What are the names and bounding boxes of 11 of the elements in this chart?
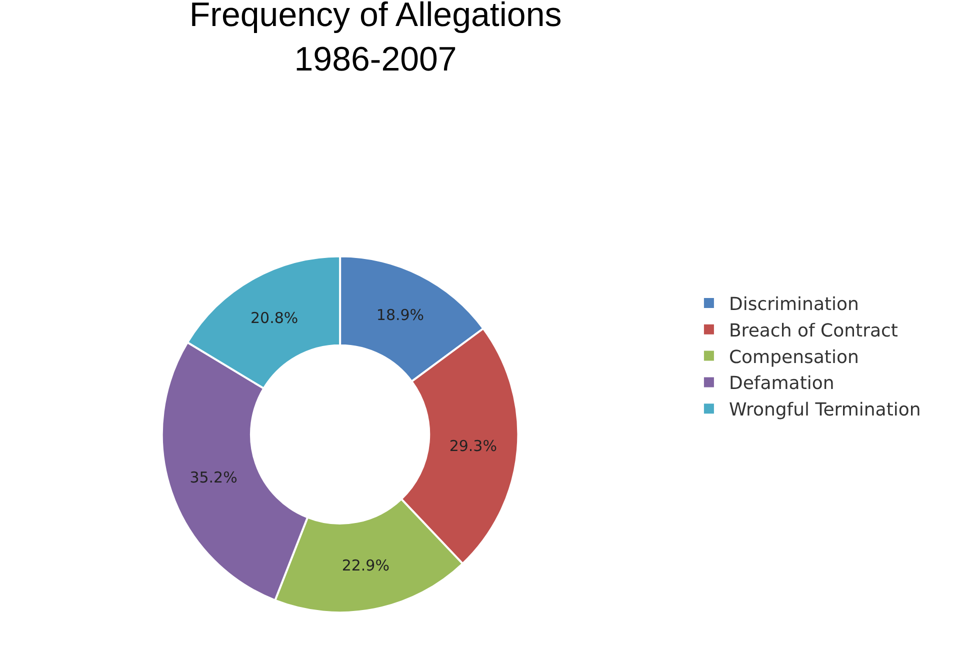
- data-label: 29.3%: [449, 437, 497, 456]
- legend-label: Wrongful Termination: [728, 400, 921, 421]
- data-label: 35.2%: [190, 468, 238, 486]
- chart-title: Frequency of Allegations 1986-2007: [189, 0, 562, 78]
- legend-label: Defamation: [728, 373, 834, 394]
- legend-label: Discrimination: [728, 294, 859, 316]
- data-label: 22.9%: [342, 556, 390, 575]
- data-label: 20.8%: [250, 309, 298, 328]
- legend-label: Breach of Contract: [728, 320, 898, 342]
- legend-label: Compensation: [728, 346, 859, 368]
- data-label: 18.9%: [376, 306, 424, 324]
